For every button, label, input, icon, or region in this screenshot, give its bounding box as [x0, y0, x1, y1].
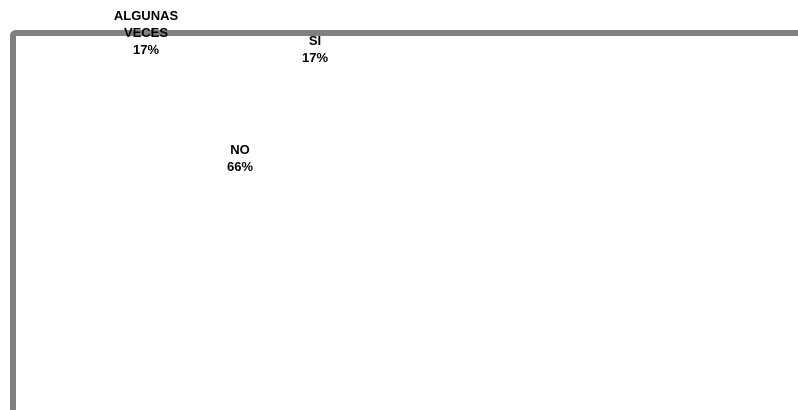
slice-percent-label: 66%	[227, 159, 253, 174]
plot-frame	[10, 30, 798, 410]
slice-category-label: SI	[309, 33, 321, 48]
pie-chart: ALGUNAS VECES 17% SI 17% NO 66%	[114, 8, 329, 174]
slice-percent-label: 17%	[302, 50, 328, 65]
chart-area: ALGUNAS VECES 17% SI 17% NO 66%	[10, 8, 798, 410]
slice-category-label: VECES	[124, 25, 168, 40]
slice-category-label: NO	[230, 142, 250, 157]
slice-percent-label: 17%	[133, 42, 159, 57]
slice-category-label: ALGUNAS	[114, 8, 179, 23]
